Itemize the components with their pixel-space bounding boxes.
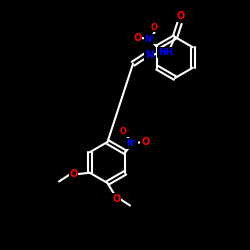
- Text: N⁺: N⁺: [145, 35, 156, 44]
- Text: O: O: [112, 194, 120, 203]
- Text: NH: NH: [158, 48, 173, 57]
- Text: O: O: [69, 169, 78, 179]
- Text: O: O: [176, 11, 185, 21]
- Text: O: O: [141, 137, 150, 147]
- Text: N: N: [145, 50, 153, 60]
- Text: O: O: [133, 33, 141, 43]
- Text: O⁻: O⁻: [151, 23, 162, 32]
- Text: N⁺: N⁺: [127, 139, 138, 148]
- Text: O⁻: O⁻: [120, 127, 131, 136]
